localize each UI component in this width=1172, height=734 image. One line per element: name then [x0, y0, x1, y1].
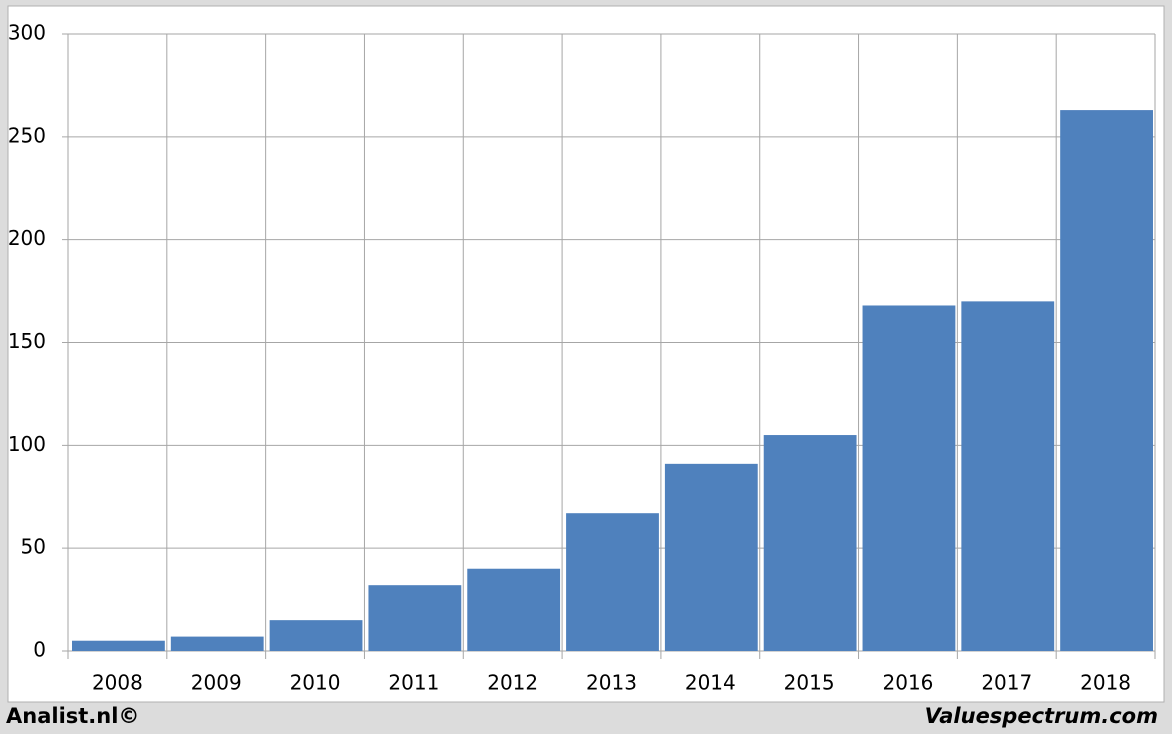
- bar: [269, 620, 363, 651]
- bar: [467, 568, 561, 651]
- x-tick-label: 2015: [784, 671, 835, 695]
- bar: [1060, 110, 1153, 651]
- bar: [72, 640, 165, 651]
- x-tick-label: 2011: [388, 671, 439, 695]
- x-tick-label: 2008: [92, 671, 143, 695]
- bar: [566, 513, 659, 651]
- x-tick-label: 2012: [487, 671, 538, 695]
- bar: [763, 435, 857, 651]
- x-tick-label: 2013: [586, 671, 637, 695]
- x-tick-label: 2016: [883, 671, 934, 695]
- y-tick-label: 200: [8, 226, 46, 250]
- y-tick-label: 0: [33, 638, 46, 662]
- x-tick-label: 2017: [981, 671, 1032, 695]
- bar: [961, 301, 1055, 651]
- bar: [664, 463, 758, 651]
- x-tick-label: 2018: [1080, 671, 1131, 695]
- bar: [368, 585, 462, 651]
- y-tick-label: 50: [21, 535, 46, 559]
- y-tick-label: 100: [8, 432, 46, 456]
- bar: [170, 636, 264, 651]
- x-tick-label: 2009: [191, 671, 242, 695]
- y-tick-label: 150: [8, 329, 46, 353]
- bar: [862, 305, 956, 651]
- y-tick-label: 250: [8, 123, 46, 147]
- x-tick-label: 2010: [290, 671, 341, 695]
- y-tick-label: 300: [8, 21, 46, 45]
- x-tick-label: 2014: [685, 671, 736, 695]
- footer-right: Valuespectrum.com: [925, 704, 1158, 728]
- footer-left: Analist.nl©: [6, 704, 139, 728]
